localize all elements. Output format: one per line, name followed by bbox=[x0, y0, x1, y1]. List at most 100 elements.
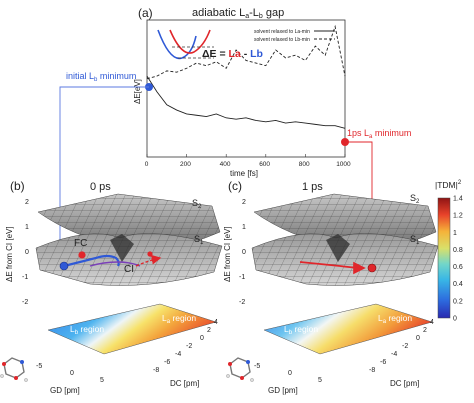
svg-text:-1: -1 bbox=[239, 274, 245, 281]
la-region-label-c: La region bbox=[378, 313, 412, 325]
lb-start-marker bbox=[59, 261, 69, 271]
molecule-icon-c bbox=[226, 357, 254, 382]
la-end-marker bbox=[367, 263, 377, 273]
svg-text:-5: -5 bbox=[254, 363, 260, 370]
panel-b-z-ticks: 2 1 0 -1 -2 bbox=[22, 199, 29, 306]
svg-text:5: 5 bbox=[100, 377, 104, 384]
panel-b-z-label: ΔE from CI [eV] bbox=[5, 226, 14, 282]
colorbar-ticks: 1.4 1.2 1 0.8 0.6 0.4 0.2 0 bbox=[453, 196, 463, 323]
plot-frame bbox=[146, 19, 346, 158]
panel-b-dc-ticks: 4 2 0 -2 -4 -6 -8 bbox=[153, 319, 218, 374]
svg-text:-4: -4 bbox=[175, 351, 181, 358]
gap-inset-schematic: ΔE = La - Lb bbox=[157, 29, 263, 60]
la-curve bbox=[169, 29, 211, 54]
colorbar-tick-label: 0.6 bbox=[453, 264, 463, 271]
panel-b-s1-label: S1 bbox=[194, 234, 204, 246]
svg-text:5: 5 bbox=[318, 377, 322, 384]
legend: solvent relaxed to La-min solvent relaxe… bbox=[254, 29, 335, 43]
tdm-map-b bbox=[47, 303, 217, 355]
svg-text:-2: -2 bbox=[186, 343, 192, 350]
svg-text:2: 2 bbox=[423, 327, 427, 334]
colorbar-gradient bbox=[437, 197, 451, 319]
panel-a: (a) adiabatic La-Lb gap ΔE[eV] time [fs]… bbox=[66, 6, 411, 178]
svg-text:-8: -8 bbox=[153, 367, 159, 374]
y-axis-label: ΔE[eV] bbox=[133, 79, 142, 104]
panel-b-gd-label: GD [pm] bbox=[50, 386, 80, 395]
colorbar-tick-label: 1.4 bbox=[453, 196, 463, 203]
la-region-label-b: La region bbox=[162, 313, 196, 325]
panel-b-label: (b) bbox=[10, 179, 25, 193]
panel-c-dc-ticks: 4 2 0 -2 -4 -6 -8 bbox=[369, 319, 434, 374]
svg-text:0: 0 bbox=[416, 335, 420, 342]
panel-c-gd-label: GD [pm] bbox=[268, 386, 298, 395]
svg-text:0: 0 bbox=[200, 335, 204, 342]
colorbar-tick-label: 0 bbox=[453, 316, 457, 323]
x-tick-label: 1000 bbox=[336, 161, 351, 168]
svg-text:-8: -8 bbox=[369, 367, 375, 374]
svg-text:4: 4 bbox=[430, 319, 434, 326]
ci-cone-c bbox=[326, 234, 350, 262]
trajectory-la-dashed bbox=[135, 254, 162, 267]
svg-text:0: 0 bbox=[25, 249, 29, 256]
panel-c-title: 1 ps bbox=[302, 181, 323, 193]
series-line-la-min bbox=[146, 75, 346, 129]
panel-b-dc-label: DC [pm] bbox=[170, 379, 199, 388]
trajectory-la-c bbox=[299, 261, 366, 275]
panel-c-label: (c) bbox=[228, 179, 242, 193]
panel-c-dc-label: DC [pm] bbox=[390, 379, 419, 388]
lb-region-label-c: Lb region bbox=[284, 324, 318, 336]
colorbar-tick-label: 1.2 bbox=[453, 213, 463, 220]
svg-text:-6: -6 bbox=[380, 359, 386, 366]
lb-region-label-b: Lb region bbox=[70, 324, 104, 336]
callout-1ps-la: 1ps La minimum bbox=[347, 128, 411, 140]
colorbar-tick-label: 0.8 bbox=[453, 247, 463, 254]
gap-formula: ΔE = La - Lb bbox=[202, 48, 263, 60]
colorbar-label: |TDM|2 bbox=[435, 180, 462, 190]
x-tick-label: 200 bbox=[180, 161, 191, 168]
svg-text:0: 0 bbox=[242, 249, 246, 256]
tdm-map-c bbox=[263, 303, 433, 355]
svg-text:-6: -6 bbox=[164, 359, 170, 366]
lb-curve bbox=[157, 29, 197, 60]
x-axis-label: time [fs] bbox=[230, 169, 258, 178]
x-tick-label: 600 bbox=[259, 161, 270, 168]
svg-text:-4: -4 bbox=[391, 351, 397, 358]
panel-b-title: 0 ps bbox=[90, 181, 111, 193]
panel-c: (c) 1 ps ΔE from CI [eV] 2 1 0 -1 -2 S2 … bbox=[223, 179, 439, 395]
x-tick-label: 400 bbox=[220, 161, 231, 168]
svg-text:1: 1 bbox=[242, 224, 246, 231]
svg-text:0: 0 bbox=[288, 370, 292, 377]
ci-cone bbox=[110, 234, 134, 262]
callout-initial-lb: initial Lb minimum bbox=[66, 71, 136, 83]
colorbar: |TDM|2 1.4 1.2 1 0.8 0.6 0.4 0.2 0 bbox=[435, 180, 463, 323]
svg-text:2: 2 bbox=[25, 199, 29, 206]
panel-c-gd-ticks: -5 0 5 bbox=[254, 363, 322, 384]
x-axis-ticks: 0 200 400 600 800 1000 bbox=[145, 154, 351, 168]
svg-text:-1: -1 bbox=[22, 274, 28, 281]
fc-label: FC bbox=[74, 238, 87, 249]
svg-text:-2: -2 bbox=[239, 299, 245, 306]
panel-b: (b) 0 ps ΔE from CI [eV] 2 1 0 -1 -2 S2 … bbox=[0, 179, 223, 395]
colorbar-tick-label: 0.4 bbox=[453, 281, 463, 288]
svg-text:2: 2 bbox=[207, 327, 211, 334]
x-tick-label: 0 bbox=[145, 161, 149, 168]
svg-text:-5: -5 bbox=[36, 363, 42, 370]
svg-text:-2: -2 bbox=[22, 299, 28, 306]
legend-entry-lb: solvent relaxed to Lb-min bbox=[254, 37, 310, 43]
legend-entry-la: solvent relaxed to La-min bbox=[254, 29, 310, 35]
svg-text:-2: -2 bbox=[402, 343, 408, 350]
svg-text:4: 4 bbox=[214, 319, 218, 326]
trajectory-mixed bbox=[89, 261, 141, 267]
panel-b-s2-label: S2 bbox=[192, 198, 202, 210]
panel-c-s1-label: S1 bbox=[410, 234, 420, 246]
x-tick-label: 800 bbox=[299, 161, 310, 168]
panel-b-gd-ticks: -5 0 5 bbox=[36, 363, 104, 384]
gap-series bbox=[146, 24, 346, 129]
panel-c-z-ticks: 2 1 0 -1 -2 bbox=[239, 199, 246, 306]
ci-label: CI bbox=[124, 264, 134, 275]
colorbar-tick-label: 0.2 bbox=[453, 298, 463, 305]
series-line-lb-min bbox=[146, 24, 346, 80]
panel-a-title: adiabatic La-Lb gap bbox=[192, 7, 284, 20]
panel-a-label: (a) bbox=[138, 6, 153, 20]
molecule-icon-b bbox=[0, 357, 28, 382]
